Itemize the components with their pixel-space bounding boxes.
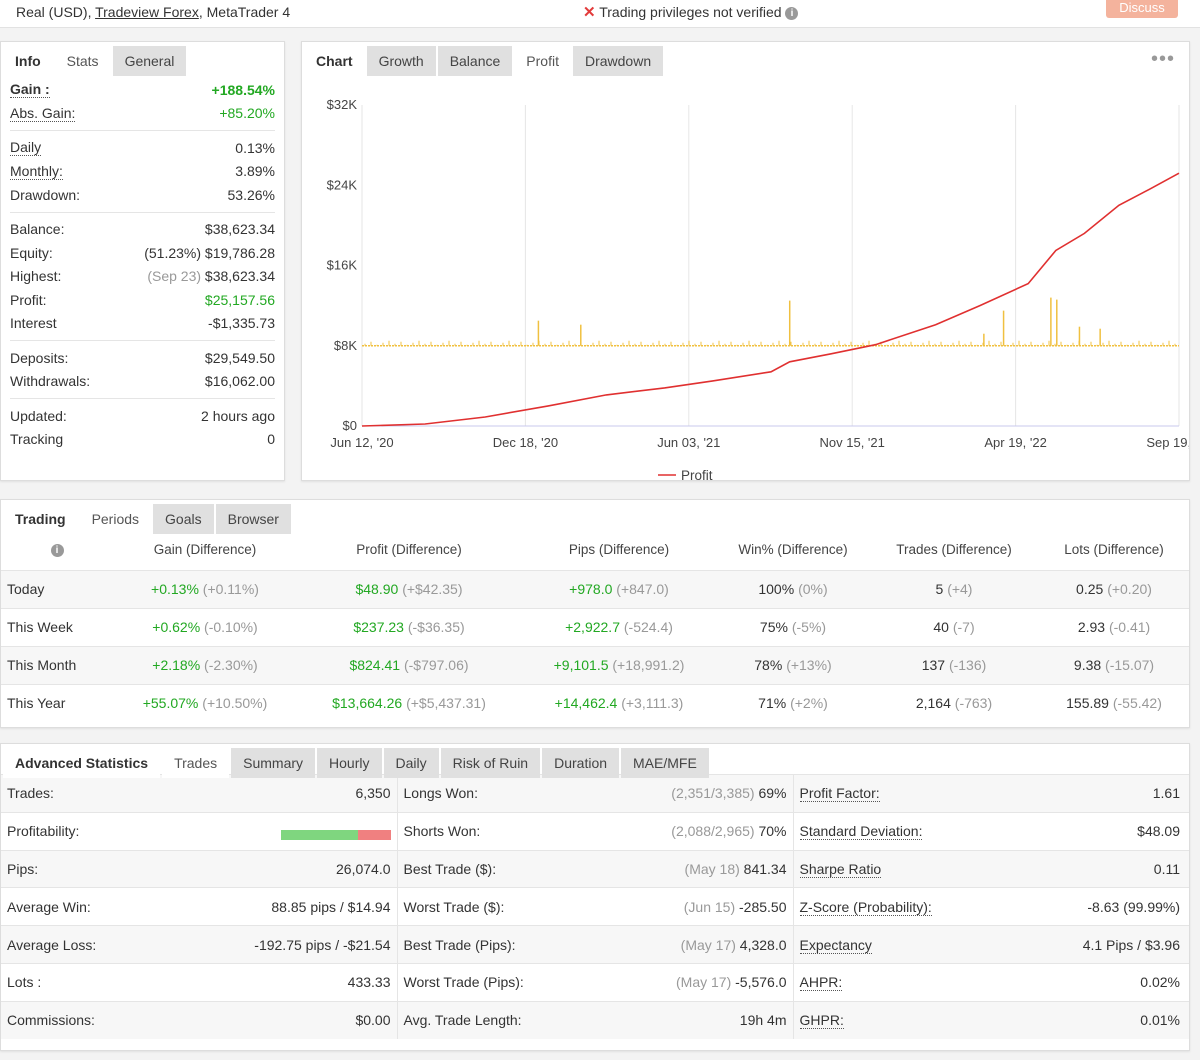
info-icon[interactable]: i <box>785 6 799 20</box>
profit-line <box>361 172 1180 427</box>
legend-label: Profit <box>681 468 713 480</box>
y-tick-label: $16K <box>327 258 358 273</box>
tab-daily[interactable]: Daily <box>383 748 439 778</box>
discuss-button[interactable]: Discuss <box>1106 0 1178 18</box>
interest-row: Interest -$1,335.73 <box>10 315 275 332</box>
table-row: This Month +2.18% (-2.30%) $824.41 (-$79… <box>1 645 1189 684</box>
table-row: Average Win: 88.85 pips / $14.94 Worst Tra… <box>1 887 1189 926</box>
profit-row: Profit: $25,157.56 <box>10 291 275 308</box>
tab-profit[interactable]: Profit <box>514 46 571 76</box>
advanced-stats-table: Trades: 6,350 Longs Won: (2,351/3,385) 69% P… <box>1 774 1189 1040</box>
tab-general[interactable]: General <box>112 46 187 76</box>
table-row: Profitability: Shorts Won: (2,088/2,965) 7… <box>1 811 1189 851</box>
balance-row: Balance: $38,623.34 <box>10 221 275 238</box>
tracking-row: Tracking 0 <box>10 431 275 448</box>
y-tick-label: $8K <box>334 338 357 353</box>
chart-panel: Chart Growth Balance Profit Drawdown •••… <box>301 41 1190 481</box>
table-row: Trades: 6,350 Longs Won: (2,351/3,385) 69% P… <box>1 774 1189 813</box>
y-tick-label: $0 <box>343 418 357 433</box>
x-tick-label: Jun 03, '21 <box>657 435 720 450</box>
tab-summary[interactable]: Summary <box>231 748 316 778</box>
x-tick-label: Nov 15, '21 <box>820 435 885 450</box>
abs-gain-row: Abs. Gain: +85.20% <box>10 104 275 122</box>
x-tick-label: Dec 18, '20 <box>493 435 558 450</box>
tab-chart[interactable]: Chart <box>304 46 365 76</box>
info-panel: Info Stats General Gain : +188.54% Abs. G… <box>0 41 285 481</box>
broker-link[interactable]: Tradeview Forex <box>95 4 199 20</box>
col-lots: Lots (Difference) <box>1064 542 1164 558</box>
table-row: Commissions: $0.00 Avg. Trade Length: 19h … <box>1 1000 1189 1040</box>
trading-tabs: Trading Periods Goals Browser <box>1 500 1189 534</box>
profitability-bar <box>280 827 391 841</box>
monthly-row: Monthly: 3.89% <box>10 162 275 180</box>
more-options-icon[interactable]: ••• <box>1150 48 1175 70</box>
tab-mae-mfe[interactable]: MAE/MFE <box>621 748 709 778</box>
drawdown-row: Drawdown: 53.26% <box>10 186 275 203</box>
account-info: Real (USD), Tradeview Forex, MetaTrader … <box>16 4 291 20</box>
cross-icon: ✕ <box>583 4 596 21</box>
privileges-status: ✕ Trading privileges not verified i <box>583 3 799 21</box>
account-header: Real (USD), Tradeview Forex, MetaTrader … <box>0 0 1200 28</box>
advanced-tabs: Advanced Statistics Trades Summary Hourl… <box>1 744 1189 778</box>
equity-row: Equity: (51.23%) $19,786.28 <box>10 244 275 261</box>
info-tabs: Info Stats General <box>1 42 284 76</box>
tab-growth[interactable]: Growth <box>366 46 436 76</box>
x-tick-label: Jun 12, '20 <box>330 435 393 450</box>
tab-hourly[interactable]: Hourly <box>317 748 382 778</box>
tab-risk-of-ruin[interactable]: Risk of Ruin <box>440 748 541 778</box>
tab-browser[interactable]: Browser <box>215 504 291 534</box>
tab-trading[interactable]: Trading <box>3 504 78 534</box>
periods-table: i Gain (Difference) Profit (Difference) … <box>1 530 1189 722</box>
highest-row: Highest: (Sep 23) $38,623.34 <box>10 268 275 285</box>
daily-row: Daily 0.13% <box>10 139 275 157</box>
chart-tabs: Chart Growth Balance Profit Drawdown <box>302 42 1189 76</box>
withdrawals-row: Withdrawals: $16,062.00 <box>10 373 275 390</box>
x-tick-label: Sep 19, '22 <box>1146 435 1189 450</box>
table-row: This Year +55.07% (+10.50%) $13,664.26 (… <box>1 683 1189 722</box>
advanced-statistics-panel: Advanced Statistics Trades Summary Hourl… <box>0 743 1190 1051</box>
updated-row: Updated: 2 hours ago <box>10 407 275 424</box>
table-row: Average Loss: -192.75 pips / -$21.54 Best … <box>1 925 1189 964</box>
tab-goals[interactable]: Goals <box>153 504 214 534</box>
tab-periods[interactable]: Periods <box>79 504 152 534</box>
gain-row: Gain : +188.54% <box>10 81 275 99</box>
trading-panel: Trading Periods Goals Browser i Gain (Di… <box>0 499 1190 728</box>
table-row: Pips: 26,074.0 Best Trade ($): (May 18) 841… <box>1 849 1189 888</box>
y-tick-label: $32K <box>327 97 358 112</box>
tab-advanced-statistics[interactable]: Advanced Statistics <box>3 748 161 778</box>
tab-drawdown[interactable]: Drawdown <box>572 46 664 76</box>
col-pips: Pips (Difference) <box>568 542 670 558</box>
tab-info[interactable]: Info <box>3 46 53 76</box>
tab-duration[interactable]: Duration <box>542 748 620 778</box>
table-row: This Week +0.62% (-0.10%) $237.23 (-$36.… <box>1 607 1189 646</box>
col-profit: Profit (Difference) <box>356 542 462 558</box>
table-row: Lots :433.33 Worst Trade (Pips): (May 17) … <box>1 962 1189 1002</box>
info-icon[interactable]: i <box>50 544 64 558</box>
y-tick-label: $24K <box>327 177 358 192</box>
col-gain: Gain (Difference) <box>153 542 257 558</box>
table-row: Today +0.13% (+0.11%) $48.90 (+$42.35) +… <box>1 569 1189 608</box>
col-win: Win% (Difference) <box>738 542 848 558</box>
tab-trades[interactable]: Trades <box>162 748 230 778</box>
tab-balance[interactable]: Balance <box>437 46 513 76</box>
x-tick-label: Apr 19, '22 <box>984 435 1046 450</box>
profit-chart: Jun 12, '20 Dec 18, '20 Jun 03, '21 Nov 15,… <box>327 97 1189 480</box>
col-trades: Trades (Difference) <box>896 542 1012 558</box>
deposits-row: Deposits: $29,549.50 <box>10 349 275 366</box>
tab-stats[interactable]: Stats <box>54 46 111 76</box>
